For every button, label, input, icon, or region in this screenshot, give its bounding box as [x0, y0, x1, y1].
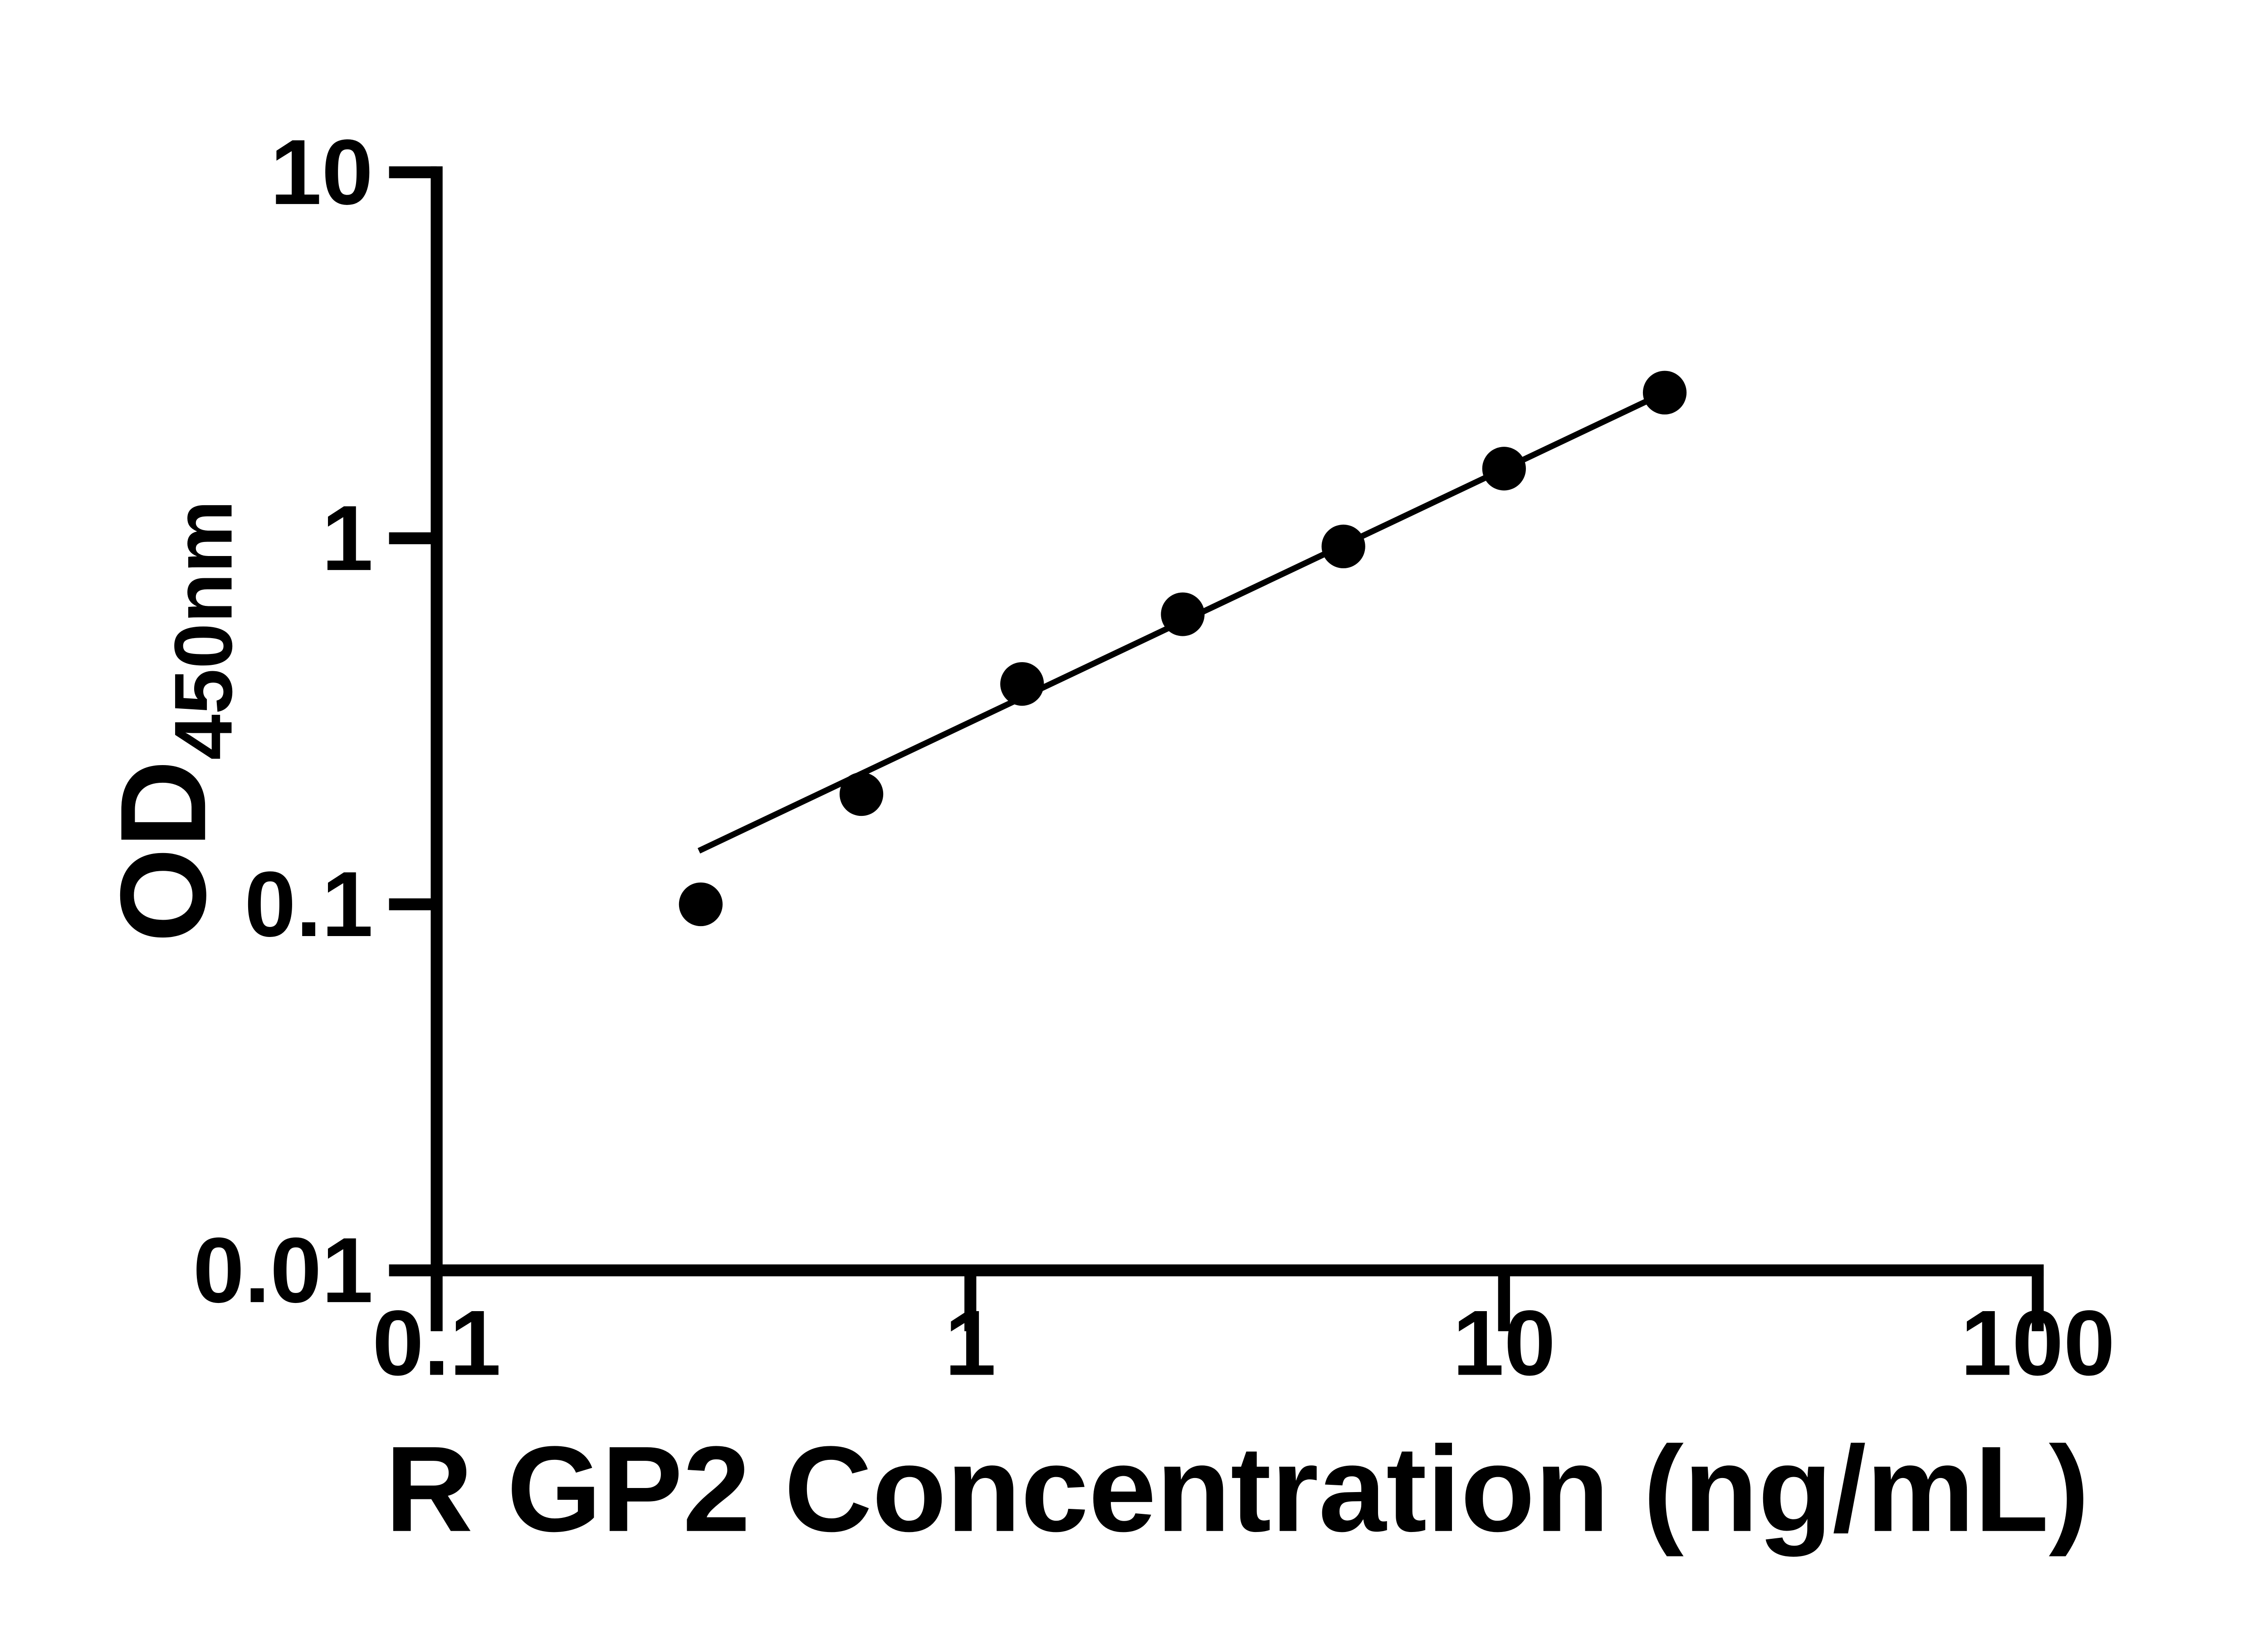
data-point: [839, 772, 884, 816]
y-axis-title-subscript: 450nm: [158, 500, 249, 760]
x-axis-title: R GP2 Concentration (ng/mL): [385, 1421, 2089, 1558]
y-axis-title: OD450nm: [95, 500, 249, 943]
axes: [430, 166, 2044, 1277]
y-tick-label: 0.01: [193, 1219, 373, 1322]
tick-marks: [389, 166, 2044, 1332]
x-tick-label: 1: [944, 1292, 996, 1395]
series-layer: [679, 371, 1687, 927]
y-axis-title-main: OD: [95, 760, 231, 943]
x-tick-label: 100: [1960, 1292, 2115, 1395]
y-tick-label: 1: [322, 487, 373, 590]
data-point: [1161, 592, 1205, 636]
x-tick-label: 10: [1452, 1292, 1555, 1395]
y-tick-label: 10: [270, 121, 373, 224]
data-point: [1642, 371, 1687, 415]
x-tick-label: 0.1: [372, 1292, 501, 1395]
data-point: [1482, 447, 1526, 491]
data-point: [679, 882, 723, 927]
data-point: [1000, 662, 1044, 706]
data-point: [1321, 524, 1365, 569]
y-tick-label: 0.1: [244, 853, 373, 956]
